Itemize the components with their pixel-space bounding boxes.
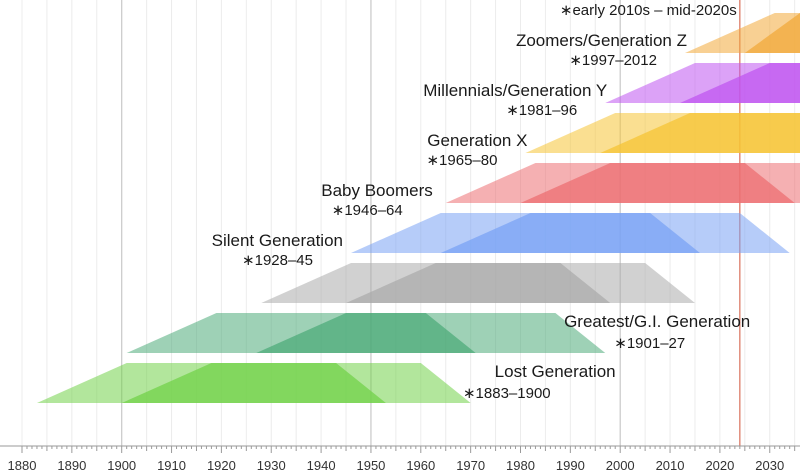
generation-years: ∗1981–96 bbox=[506, 102, 577, 119]
generation-years: ∗early 2010s – mid-2020s bbox=[560, 2, 737, 19]
generation-name: Baby Boomers bbox=[321, 181, 433, 200]
label-greatest-g-i-generation: Greatest/G.I. Generation ∗1901–27 bbox=[564, 312, 750, 352]
band-inner-zoomers-generation-z bbox=[680, 63, 800, 103]
band-inner-greatest-g-i-generation bbox=[256, 313, 476, 353]
x-tick-label-1970: 1970 bbox=[456, 458, 485, 473]
generation-years: ∗1901–27 bbox=[614, 335, 685, 352]
x-tick-label-2020: 2020 bbox=[705, 458, 734, 473]
x-tick-label-1950: 1950 bbox=[356, 458, 385, 473]
generation-labels: Lost Generation ∗1883–1900 Greatest/G.I. G… bbox=[212, 2, 751, 402]
label-generation-alpha: Generation Alpha∗early 2010s – mid-2020s bbox=[560, 2, 737, 19]
x-tick-label-2000: 2000 bbox=[606, 458, 635, 473]
x-tick-label-1890: 1890 bbox=[57, 458, 86, 473]
x-tick-label-2030: 2030 bbox=[755, 458, 784, 473]
generation-years: ∗1997–2012 bbox=[569, 52, 657, 69]
label-zoomers-generation-z: Zoomers/Generation Z ∗1997–2012 bbox=[516, 31, 687, 69]
band-inner-baby-boomers bbox=[440, 213, 700, 253]
generation-name: Greatest/G.I. Generation bbox=[564, 312, 750, 331]
generation-years: ∗1946–64 bbox=[332, 202, 403, 219]
generation-years: ∗1883–1900 bbox=[463, 385, 551, 402]
generation-name: Zoomers/Generation Z bbox=[516, 31, 687, 50]
x-tick-label-1940: 1940 bbox=[307, 458, 336, 473]
x-tick-label-1960: 1960 bbox=[406, 458, 435, 473]
band-inner-generation-alpha bbox=[744, 13, 800, 53]
label-millennials-generation-y: Millennials/Generation Y ∗1981–96 bbox=[423, 81, 607, 119]
generation-years: ∗1928–45 bbox=[242, 252, 313, 269]
x-tick-label-1920: 1920 bbox=[207, 458, 236, 473]
label-lost-generation: Lost Generation ∗1883–1900 bbox=[463, 362, 616, 402]
band-millennials-generation-y bbox=[525, 113, 800, 153]
generation-name: Lost Generation bbox=[495, 362, 616, 381]
band-baby-boomers bbox=[351, 213, 790, 253]
band-inner-lost-generation bbox=[121, 363, 386, 403]
x-tick-label-1910: 1910 bbox=[157, 458, 186, 473]
label-silent-generation: Silent Generation ∗1928–45 bbox=[212, 231, 343, 269]
band-generation-alpha bbox=[685, 13, 800, 53]
label-baby-boomers: Baby Boomers ∗1946–64 bbox=[321, 181, 433, 219]
generation-name: Silent Generation bbox=[212, 231, 343, 250]
band-inner-generation-x bbox=[520, 163, 795, 203]
band-inner-millennials-generation-y bbox=[600, 113, 800, 153]
band-lost-generation bbox=[36, 363, 471, 403]
band-silent-generation bbox=[261, 263, 695, 303]
generation-years: ∗1965–80 bbox=[426, 152, 497, 169]
band-inner-silent-generation bbox=[346, 263, 611, 303]
x-tick-label-1880: 1880 bbox=[8, 458, 37, 473]
x-tick-label-1990: 1990 bbox=[556, 458, 585, 473]
x-axis: 1880 1890 1900 1910 1920 1930 1940 1950 1960 1970… bbox=[0, 445, 800, 473]
label-generation-x: Generation X ∗1965–80 bbox=[426, 131, 527, 169]
x-tick-label-1900: 1900 bbox=[107, 458, 136, 473]
generation-name: Millennials/Generation Y bbox=[423, 81, 607, 100]
band-greatest-g-i-generation bbox=[126, 313, 606, 353]
band-generation-x bbox=[445, 163, 800, 203]
x-tick-label-2010: 2010 bbox=[656, 458, 685, 473]
generation-bands bbox=[36, 13, 800, 403]
band-zoomers-generation-z bbox=[605, 63, 800, 103]
generation-name: Generation X bbox=[427, 131, 527, 150]
x-tick-label-1930: 1930 bbox=[257, 458, 286, 473]
x-tick-label-1980: 1980 bbox=[506, 458, 535, 473]
